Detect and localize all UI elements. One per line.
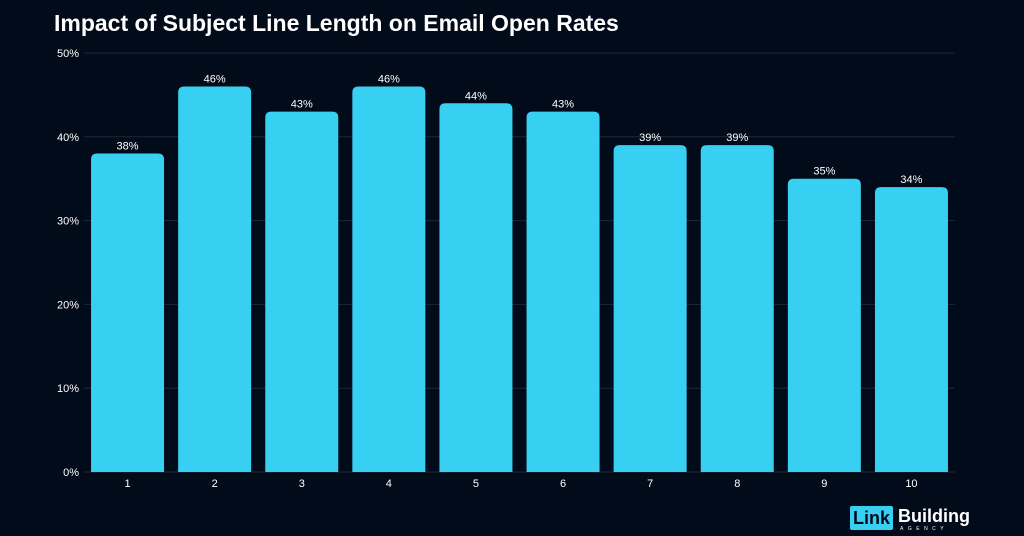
bar (352, 86, 426, 473)
x-axis-ticks: 1 2 3 4 5 6 7 8 9 10 (124, 478, 917, 490)
x-tick-label: 3 (299, 478, 305, 490)
logo-right: Building AGENCY (898, 506, 970, 532)
x-tick-label: 10 (905, 478, 917, 490)
bar (700, 145, 774, 472)
bar-value-label: 39% (639, 132, 661, 144)
bar (178, 86, 252, 473)
bar-value-label: 38% (117, 141, 139, 153)
bar (613, 145, 687, 472)
chart-title: Impact of Subject Line Length on Email O… (54, 10, 619, 36)
bar-value-label: 46% (378, 74, 400, 86)
bar (91, 153, 165, 472)
bar-value-label: 43% (552, 99, 574, 111)
bar (874, 187, 948, 472)
y-tick-label: 40% (57, 132, 79, 144)
y-tick-label: 30% (57, 216, 79, 228)
x-tick-label: 6 (560, 478, 566, 490)
logo-box-text: Link (850, 506, 894, 530)
bar-value-label: 39% (726, 132, 748, 144)
logo-word: Building (898, 506, 970, 526)
y-tick-label: 50% (57, 48, 79, 60)
bar-value-labels: 38% 46% 43% 46% 44% 43% 39% 39% 35% 34% (117, 74, 923, 187)
x-tick-label: 8 (734, 478, 740, 490)
y-tick-label: 10% (57, 383, 79, 395)
bar-value-label: 35% (813, 166, 835, 178)
x-tick-label: 4 (386, 478, 392, 490)
y-tick-label: 0% (63, 467, 79, 479)
x-tick-label: 9 (821, 478, 827, 490)
bar (787, 178, 861, 472)
bars (91, 86, 948, 473)
x-tick-label: 5 (473, 478, 479, 490)
bar (526, 111, 600, 472)
bar-value-label: 34% (900, 174, 922, 186)
bar-value-label: 43% (291, 99, 313, 111)
bar-value-label: 46% (204, 74, 226, 86)
bar (439, 103, 513, 472)
bar-value-label: 44% (465, 90, 487, 102)
bar (265, 111, 339, 472)
y-tick-label: 20% (57, 299, 79, 311)
brand-logo: Link Building AGENCY (850, 506, 970, 532)
x-tick-label: 7 (647, 478, 653, 490)
x-tick-label: 1 (124, 478, 130, 490)
logo-sub: AGENCY (900, 526, 949, 532)
y-axis-ticks: 0% 10% 20% 30% 40% 50% (57, 48, 79, 479)
x-tick-label: 2 (212, 478, 218, 490)
